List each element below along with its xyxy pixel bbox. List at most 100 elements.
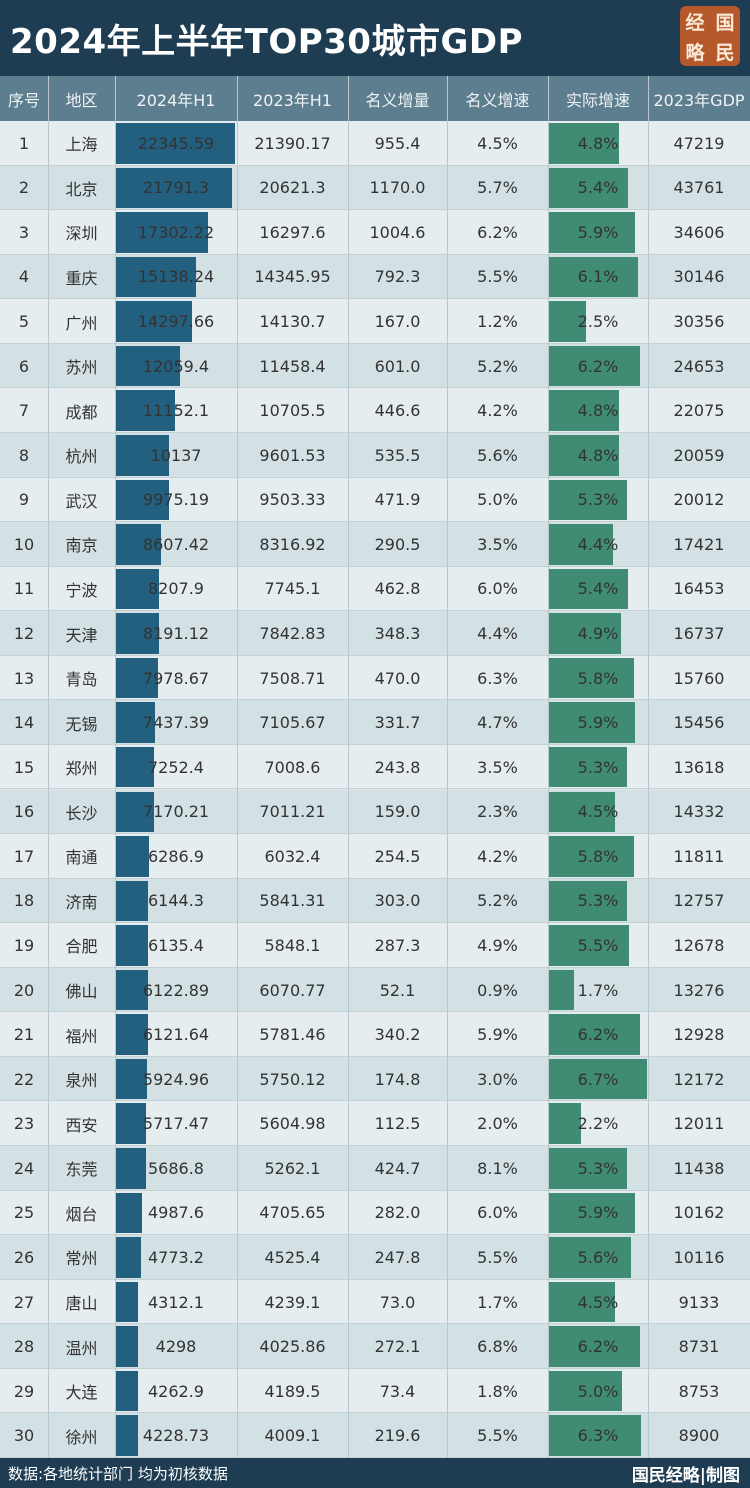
column-divider: [447, 76, 448, 1458]
real-growth-bar: [549, 613, 621, 654]
table-cell: 10: [13, 534, 35, 554]
table-cell: 12928: [673, 1025, 725, 1045]
table-cell: 福州: [65, 1026, 98, 1046]
table-cell: 254.5: [374, 846, 421, 866]
table-cell: 徐州: [65, 1427, 98, 1447]
real-growth-bar: [549, 925, 630, 966]
table-cell: 5717.47: [142, 1114, 210, 1134]
real-growth-bar: [549, 524, 614, 565]
table-cell: 287.3: [374, 935, 421, 955]
gdp-bar: [115, 969, 148, 1011]
logo-char: 略: [685, 41, 705, 64]
table-cell: 4525.4: [264, 1247, 321, 1267]
table-row: 19 合肥 6135.4 5848.1 287.3 4.9% 5.5% 12678: [0, 923, 750, 968]
table-cell: 11152.1: [142, 401, 210, 421]
table-cell: 21390.17: [254, 133, 331, 153]
table-row: 18 济南 6144.3 5841.31 303.0 5.2% 5.3% 12757: [0, 878, 750, 924]
title-bar: 2024年上半年TOP30城市GDP 经 国 略 民: [0, 0, 750, 76]
table-cell: 16453: [673, 579, 725, 599]
table-cell: 10116: [673, 1247, 725, 1267]
table-cell: 2: [18, 178, 30, 198]
table-cell: 西安: [65, 1115, 98, 1135]
table-cell: 6.2%: [577, 356, 619, 376]
title: 2024年上半年TOP30城市GDP: [10, 22, 524, 62]
table-cell: 4.8%: [577, 133, 619, 153]
table-cell: 2.5%: [577, 312, 619, 332]
table-cell: 长沙: [65, 803, 98, 823]
table-cell: 601.0: [374, 356, 421, 376]
table-cell: 6.7%: [577, 1069, 619, 1089]
table-cell: 上海: [65, 135, 98, 155]
table-cell: 13276: [673, 980, 725, 1000]
table-cell: 535.5: [374, 445, 421, 465]
table-cell: 6070.77: [259, 980, 326, 1000]
gdp-bar: [115, 702, 155, 743]
table-cell: 南通: [65, 848, 98, 868]
table-cell: 15138.24: [137, 267, 215, 287]
table-cell: 15456: [673, 713, 725, 733]
real-growth-bar: [549, 702, 636, 743]
table-row: 27 唐山 4312.1 4239.1 73.0 1.7% 4.5% 9133: [0, 1279, 750, 1325]
column-divider: [348, 76, 349, 1458]
gdp-bar: [115, 167, 233, 209]
table-cell: 杭州: [65, 447, 98, 467]
table-row: 30 徐州 4228.73 4009.1 219.6 5.5% 6.3% 8900: [0, 1413, 750, 1458]
table-cell: 28: [13, 1337, 35, 1357]
table-cell: 4262.9: [148, 1381, 204, 1401]
table-cell: 26: [13, 1247, 35, 1267]
table-cell: 4.2%: [477, 401, 518, 421]
table-cell: 广州: [65, 313, 98, 333]
table-cell: 331.7: [374, 713, 421, 733]
table-cell: 4.4%: [577, 534, 619, 554]
table-cell: 6286.9: [148, 846, 204, 866]
real-growth-bar: [549, 301, 586, 342]
table-cell: 5.3%: [577, 490, 619, 510]
gdp-bar: [115, 613, 159, 654]
table-cell: 5.8%: [577, 846, 619, 866]
table-cell: 5.6%: [477, 445, 518, 465]
table-cell: 20012: [673, 490, 725, 510]
table-cell: 73.4: [379, 1381, 416, 1401]
table-cell: 6122.89: [142, 980, 210, 1000]
table-cell: 2.2%: [577, 1114, 619, 1134]
column-header: 实际增速: [565, 90, 630, 110]
table-row: 20 佛山 6122.89 6070.77 52.1 0.9% 1.7% 13276: [0, 967, 750, 1013]
table-cell: 6144.3: [148, 891, 204, 911]
real-growth-bar: [549, 1148, 627, 1189]
table-cell: 天津: [65, 625, 98, 645]
gdp-bar: [115, 390, 175, 431]
table-row: 2 北京 21791.3 20621.3 1170.0 5.7% 5.4% 43761: [0, 165, 750, 211]
table-cell: 4705.65: [259, 1203, 326, 1223]
table-cell: 7: [18, 401, 30, 421]
table-cell: 29: [13, 1381, 35, 1401]
table-cell: 4.9%: [577, 624, 619, 643]
table-cell: 17: [13, 846, 35, 866]
table-cell: 南京: [65, 536, 98, 556]
gdp-bar: [115, 925, 148, 966]
table-cell: 24653: [673, 356, 725, 376]
table-cell: 8: [18, 445, 30, 465]
table-cell: 青岛: [65, 670, 98, 690]
table-cell: 30146: [673, 267, 725, 287]
table-cell: 6.2%: [577, 1025, 619, 1045]
table-cell: 8607.42: [142, 534, 210, 554]
table-cell: 12172: [673, 1069, 725, 1089]
gdp-bar: [115, 212, 208, 253]
real-growth-bar: [549, 479, 627, 521]
table-cell: 11458.4: [259, 356, 326, 376]
table-cell: 泉州: [65, 1071, 98, 1091]
table-cell: 5.9%: [577, 222, 619, 242]
table-cell: 20621.3: [259, 178, 326, 198]
real-growth-bar: [549, 390, 620, 431]
gdp-bar: [115, 1058, 147, 1100]
table-cell: 8753: [678, 1381, 720, 1401]
table-cell: 烟台: [65, 1204, 98, 1224]
column-header: 名义增量: [365, 90, 430, 110]
table-cell: 8207.9: [148, 579, 204, 599]
gdp-bar: [115, 1370, 138, 1412]
table-cell: 7105.67: [259, 713, 326, 733]
table-cell: 7745.1: [264, 579, 321, 599]
real-growth-bar: [549, 1192, 636, 1234]
table-row: 29 大连 4262.9 4189.5 73.4 1.8% 5.0% 8753: [0, 1368, 750, 1414]
gdp-bar: [115, 657, 158, 699]
